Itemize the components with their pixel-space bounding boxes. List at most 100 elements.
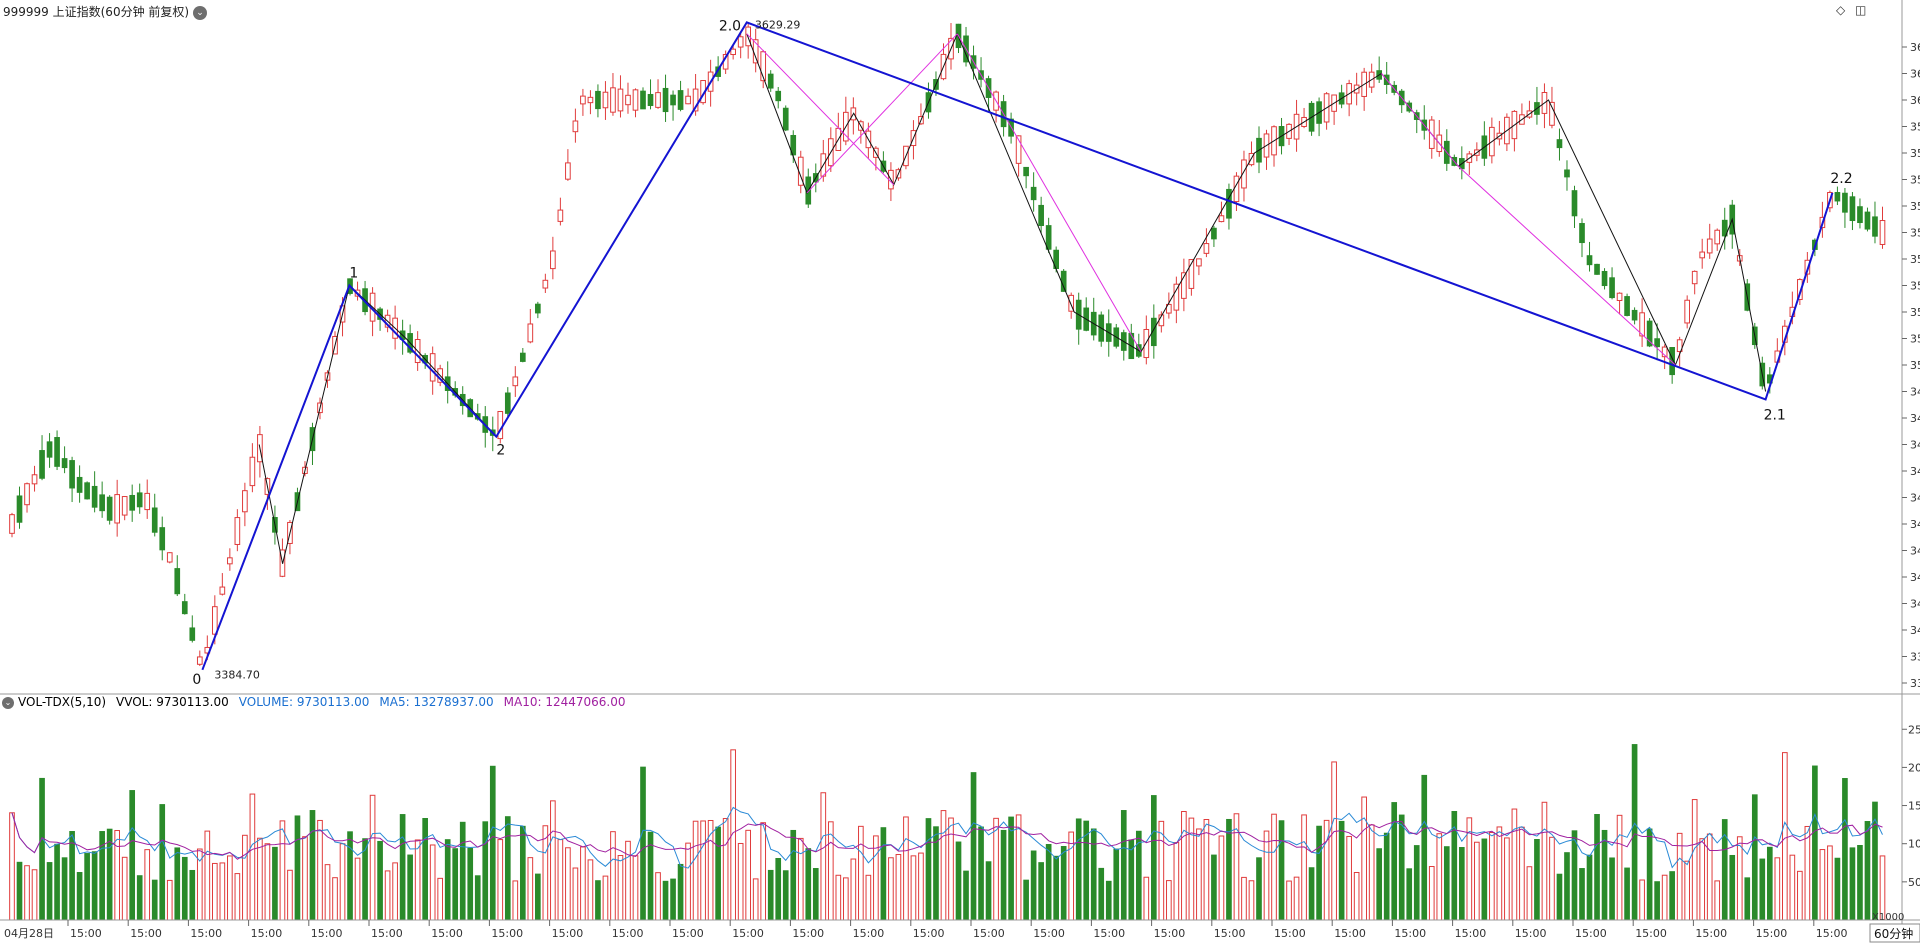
volume-bar: [752, 878, 759, 921]
volume-bar: [1376, 848, 1383, 921]
vol-indicator-name: VOL-TDX(5,10): [18, 695, 107, 709]
down-candle: [1624, 296, 1630, 316]
volume-bar: [1113, 848, 1120, 921]
volume-bar: [542, 825, 549, 921]
volume-bar: [865, 874, 872, 921]
down-candle: [1564, 169, 1570, 178]
volume-bar: [1286, 880, 1292, 921]
volume-bar: [1827, 845, 1833, 921]
volume-dropdown-icon[interactable]: ⌄: [2, 696, 14, 709]
volume-bar: [1308, 867, 1315, 921]
volume-bar: [1774, 857, 1781, 921]
volume-bar: [1241, 876, 1247, 921]
volume-bar: [1196, 828, 1202, 921]
volume-bar: [978, 826, 984, 921]
volume-bar: [61, 857, 68, 921]
sub-wave-line: [746, 32, 1767, 392]
volume-bar: [1090, 828, 1097, 921]
volume-bar: [1639, 879, 1645, 921]
volume-unit-label: X1000: [1872, 912, 1904, 923]
volume-bar: [550, 800, 556, 921]
volume-bar: [1398, 814, 1405, 921]
volume-bar: [1842, 778, 1848, 921]
volume-bar: [1038, 862, 1044, 921]
price-tick-label: 3610: [1910, 68, 1920, 81]
diamond-icon[interactable]: ◇: [1836, 3, 1846, 17]
volume-bar: [1586, 854, 1593, 921]
down-candle: [595, 90, 601, 110]
price-tick-label: 3400: [1910, 624, 1920, 637]
volume-bar: [1406, 868, 1413, 921]
volume-bar: [54, 843, 60, 921]
volume-bar: [1263, 830, 1270, 921]
time-label: 15:00: [431, 927, 463, 940]
volume-bar: [1218, 835, 1225, 921]
price-tick-label: 3550: [1910, 227, 1920, 240]
volume-bar: [1571, 830, 1578, 921]
price-tick-label: 3410: [1910, 598, 1920, 611]
up-candle: [1166, 303, 1172, 314]
volume-header: ⌄ VOL-TDX(5,10) VVOL: 9730113.00 VOLUME: 97…: [0, 695, 635, 713]
volume-bar: [332, 877, 338, 921]
volume-bar: [632, 855, 639, 921]
time-label: 15:00: [913, 927, 945, 940]
volume-bar: [858, 825, 864, 921]
down-candle: [1211, 227, 1217, 240]
price-tick-label: 3510: [1910, 333, 1920, 346]
volume-bar: [151, 879, 158, 921]
volume-bar: [452, 848, 459, 921]
time-label: 15:00: [1274, 927, 1306, 940]
up-candle: [602, 91, 609, 109]
volume-tick-label: 5000: [1908, 876, 1920, 889]
volume-bar: [1759, 858, 1766, 921]
up-candle: [625, 94, 631, 106]
up-candle: [1639, 312, 1645, 337]
down-candle: [54, 437, 60, 467]
up-candle: [1699, 251, 1706, 259]
down-candle: [1669, 347, 1675, 376]
down-candle: [84, 482, 90, 500]
up-candle: [144, 492, 151, 511]
ma5-line: [11, 806, 1883, 869]
down-candle: [91, 485, 98, 508]
volume-bar: [1729, 854, 1736, 921]
volume-bar: [1549, 836, 1555, 921]
volume-bar: [535, 873, 541, 921]
up-candle: [1218, 215, 1225, 223]
volume-bar: [610, 831, 616, 921]
up-candle: [227, 557, 233, 565]
price-tick-label: 3390: [1910, 651, 1920, 664]
volume-bar: [970, 772, 977, 921]
volume-bar: [527, 857, 534, 921]
up-candle: [242, 490, 248, 513]
period-button: [1869, 923, 1920, 943]
volume-bar: [1766, 846, 1773, 921]
volume-bar: [1812, 765, 1818, 921]
volume-bar: [707, 819, 714, 921]
panel-toggle-icon[interactable]: ◫: [1855, 3, 1867, 17]
volume-ma-lines: [11, 806, 1883, 869]
volume-bar: [572, 867, 579, 921]
up-candle: [1676, 339, 1683, 353]
price-tick-label: 3470: [1910, 439, 1920, 452]
volume-bar: [1353, 872, 1360, 921]
title-dropdown-icon[interactable]: ⌄: [193, 5, 208, 20]
wave-label-2.2: 2.2: [1830, 171, 1852, 187]
volume-bar: [69, 831, 75, 921]
down-candle: [1226, 188, 1232, 219]
wave-lines: 0 1 2 2.0 2.1 2.2 3629.29 3384.70: [192, 18, 1852, 687]
volume-bar: [1864, 821, 1871, 921]
volume-bar: [392, 862, 398, 921]
time-label: 15:00: [732, 927, 764, 940]
down-candle: [1721, 219, 1728, 237]
volume-bar: [963, 870, 969, 921]
volume-bar: [9, 812, 15, 921]
down-candle: [1023, 166, 1029, 177]
up-candle: [692, 88, 699, 112]
volume-bar: [1849, 847, 1856, 921]
down-candle: [181, 601, 188, 615]
period-label: 60分钟: [1874, 926, 1913, 941]
volume-bar: [1646, 828, 1653, 921]
down-candle: [1150, 317, 1157, 347]
